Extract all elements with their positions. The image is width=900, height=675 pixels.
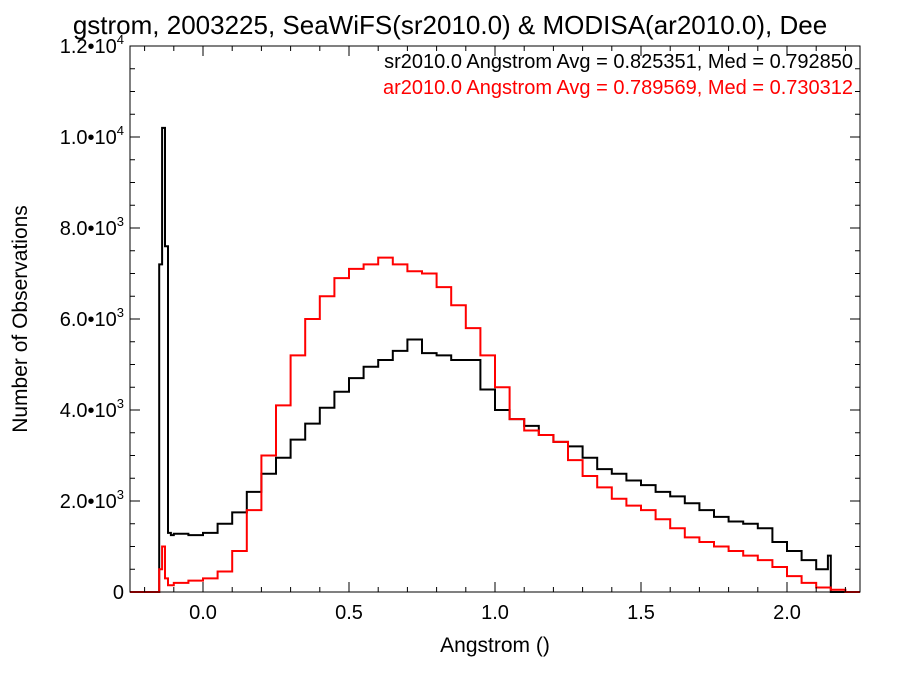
plot-frame [129, 45, 861, 593]
axes-layer: 0.0 0.5 1.0 1.5 2.0 0 2.0•103 4.0•103 6.0•103 8.0… [60, 32, 861, 624]
x-tick-label: 0.5 [335, 602, 363, 624]
legend-annotation-1: sr2010.0 Angstrom Avg = 0.825351, Med = … [384, 51, 853, 73]
x-tick-label: 1.5 [627, 602, 655, 624]
y-tick-label: 1.0•104 [60, 123, 124, 149]
series-line-2 [130, 256, 860, 593]
chart-title: gstrom, 2003225, SeaWiFS(sr2010.0) & MOD… [73, 10, 827, 40]
legend-annotation-2: ar2010.0 Angstrom Avg = 0.789569, Med = … [383, 77, 853, 99]
y-axis-label: Number of Observations [9, 205, 32, 433]
series-line-1 [130, 126, 860, 593]
y-tick-label: 1.2•104 [60, 32, 124, 58]
x-axis-label: Angstrom () [440, 634, 550, 657]
x-tick-label: 1.0 [481, 602, 509, 624]
y-tick-label: 4.0•103 [60, 396, 124, 422]
series-layer [130, 126, 860, 593]
y-tick-label: 0 [113, 582, 124, 604]
legend-annotations: sr2010.0 Angstrom Avg = 0.825351, Med = … [383, 51, 853, 99]
y-tick-label: 8.0•103 [60, 214, 124, 240]
x-tick-label: 0.0 [189, 602, 217, 624]
y-tick-label: 2.0•103 [60, 487, 124, 513]
x-tick-label: 2.0 [773, 602, 801, 624]
y-tick-label: 6.0•103 [60, 305, 124, 331]
